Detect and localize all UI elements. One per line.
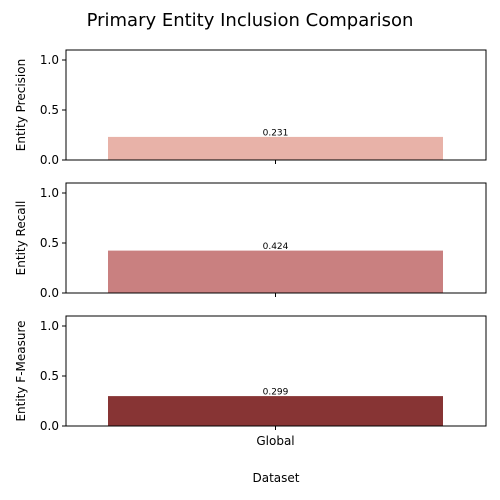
y-axis-label-3: Entity F-Measure (14, 320, 28, 421)
bar-1 (108, 136, 443, 160)
y-axis-label-1: Entity Precision (14, 59, 28, 151)
x-tick-label-1: Global (256, 434, 294, 448)
data-label-3: 0.299 (263, 388, 289, 398)
bar-2 (108, 250, 443, 293)
chart-title: Primary Entity Inclusion Comparison (87, 10, 414, 31)
data-label-1: 0.231 (263, 128, 289, 138)
bar-3 (108, 396, 443, 426)
y-tick-label-2-2: 0.5 (40, 236, 59, 250)
y-tick-label-1-2: 0.5 (40, 103, 59, 117)
y-tick-label-2-1: 0.0 (40, 286, 59, 300)
panels: 0.231 0.0 0.5 1.0 Entity Precision 0.424 0.0 0.… (14, 49, 487, 448)
y-tick-label-3-1: 0.0 (40, 419, 59, 433)
y-tick-label-1-3: 1.0 (40, 53, 59, 67)
y-tick-label-1-1: 0.0 (40, 153, 59, 167)
y-axis-label-2: Entity Recall (14, 201, 28, 276)
y-tick-label-2-3: 1.0 (40, 186, 59, 200)
y-tick-label-3-3: 1.0 (40, 319, 59, 333)
x-axis-label: Dataset (253, 471, 300, 485)
data-label-2: 0.424 (263, 242, 289, 252)
y-tick-label-3-2: 0.5 (40, 369, 59, 383)
